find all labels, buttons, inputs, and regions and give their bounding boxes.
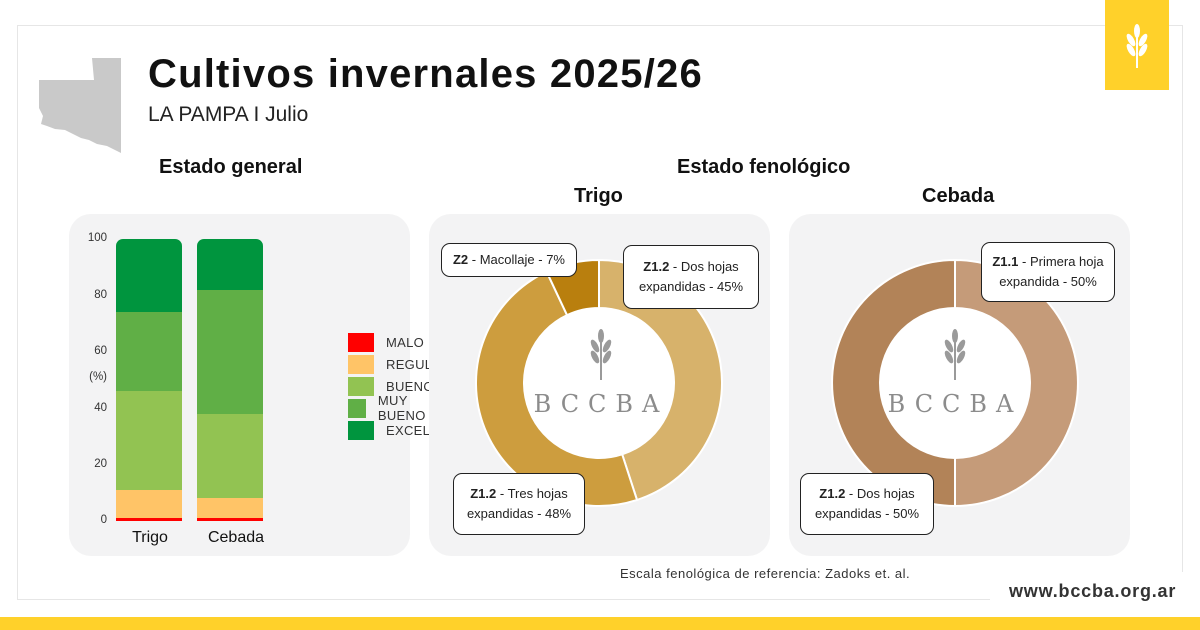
callout-value: 7% xyxy=(546,252,565,267)
trigo-donut-panel: BCCBA Z2 - Macollaje - 7% Z1.2 - Dos hoj… xyxy=(429,214,770,556)
section-title-barley: Cebada xyxy=(922,185,995,207)
y-axis-label: (%) xyxy=(89,371,107,383)
callout-code: Z2 xyxy=(452,252,469,267)
trigo-donut-chart xyxy=(475,258,723,507)
callout-z12-dos-hojas: Z1.2 - Dos hojas expandidas - 50% xyxy=(800,473,934,535)
callout-code: Z1.1 xyxy=(992,254,1019,269)
callout-z11-primera-hoja: Z1.1 - Primera hoja expandida - 50% xyxy=(981,242,1115,302)
callout-code: Z1.2 xyxy=(643,259,670,274)
legend-swatch xyxy=(348,354,374,374)
section-title-phenology: Estado fenológico xyxy=(677,156,851,178)
callout-z12-dos-hojas: Z1.2 - Dos hojas expandidas - 45% xyxy=(623,245,759,309)
legend-swatch xyxy=(348,332,374,352)
bccba-watermark: BCCBA xyxy=(529,328,673,418)
callout-code: Z1.2 xyxy=(819,486,846,501)
wheat-icon xyxy=(590,329,612,380)
section-title-wheat: Trigo xyxy=(574,185,623,207)
bar-segment-cebada-bueno xyxy=(197,413,263,499)
bar-segment-trigo-muy-bueno xyxy=(116,312,182,392)
y-tick-label: 40 xyxy=(94,402,107,414)
brand-logo xyxy=(1105,0,1169,90)
section-title-general: Estado general xyxy=(159,156,303,178)
category-label: Cebada xyxy=(207,529,265,546)
bar-segment-cebada-excelente xyxy=(197,239,263,290)
y-tick-label: 20 xyxy=(94,458,107,470)
callout-label: Tres hojas expandidas xyxy=(466,486,568,521)
page-title: Cultivos invernales 2025/26 xyxy=(148,52,703,96)
callout-code: Z1.2 xyxy=(470,486,497,501)
callout-value: 50% xyxy=(893,506,920,521)
cebada-donut-chart xyxy=(831,258,1079,508)
legend-item-malo: MALO xyxy=(348,332,424,352)
bar-segment-trigo-malo xyxy=(116,518,182,521)
bar-segment-cebada-malo xyxy=(197,518,263,521)
website-link[interactable]: www.bccba.org.ar xyxy=(1009,581,1177,601)
callout-value: 45% xyxy=(717,279,744,294)
footer-gap xyxy=(990,572,1200,617)
bccba-watermark: BCCBA xyxy=(883,328,1027,418)
legend-label: MALO xyxy=(386,334,425,350)
bar-segment-cebada-muy-bueno xyxy=(197,289,263,414)
bar-segment-trigo-regular xyxy=(116,489,182,519)
phenology-reference-note: Escala fenológica de referencia: Zadoks … xyxy=(620,566,911,581)
callout-value: 50% xyxy=(1070,274,1097,289)
callout-z2-macollaje: Z2 - Macollaje - 7% xyxy=(441,243,577,277)
legend-swatch xyxy=(348,376,374,396)
y-tick-label: 60 xyxy=(94,345,107,357)
cebada-donut-panel: BCCBA Z1.1 - Primera hoja expandida - 50… xyxy=(789,214,1130,556)
la-pampa-map-icon xyxy=(39,58,121,153)
legend-label: MUY BUENO xyxy=(377,393,426,423)
callout-label: Dos hojas expandidas xyxy=(638,259,739,294)
page-subtitle: LA PAMPA I Julio xyxy=(148,103,309,126)
bar-segment-trigo-bueno xyxy=(116,391,182,490)
legend-swatch xyxy=(348,398,366,418)
legend-swatch xyxy=(348,420,374,440)
y-tick-label: 100 xyxy=(87,232,107,244)
estado-general-panel: 100 80 60 40 20 0 (%) Trigo Cebada MALO … xyxy=(69,214,466,556)
category-label: Trigo xyxy=(132,529,168,546)
bar-segment-cebada-regular xyxy=(197,498,263,519)
brand-bottom-bar xyxy=(0,617,1200,630)
infographic-frame xyxy=(17,25,1183,600)
donut-hole xyxy=(524,308,674,458)
callout-label: Macollaje xyxy=(479,252,535,267)
callout-value: 48% xyxy=(545,506,572,521)
y-tick-label: 0 xyxy=(100,514,107,526)
watermark-text: BCCBA xyxy=(887,390,1023,418)
y-tick-label: 80 xyxy=(94,289,107,301)
wheat-icon xyxy=(944,329,966,380)
callout-label: Primera hoja expandida xyxy=(999,254,1104,289)
legend-label: BUENO xyxy=(386,378,434,394)
legend-item-muy-bueno: MUY BUENO xyxy=(348,393,434,423)
legend-item-bueno: BUENO xyxy=(348,376,434,396)
callout-z12-tres-hojas: Z1.2 - Tres hojas expandidas - 48% xyxy=(453,473,585,535)
bar-segment-trigo-excelente xyxy=(116,239,182,313)
donut-hole xyxy=(880,308,1030,458)
callout-label: Dos hojas expandidas xyxy=(814,486,915,521)
watermark-text: BCCBA xyxy=(533,390,669,418)
wheat-icon xyxy=(1126,24,1148,68)
